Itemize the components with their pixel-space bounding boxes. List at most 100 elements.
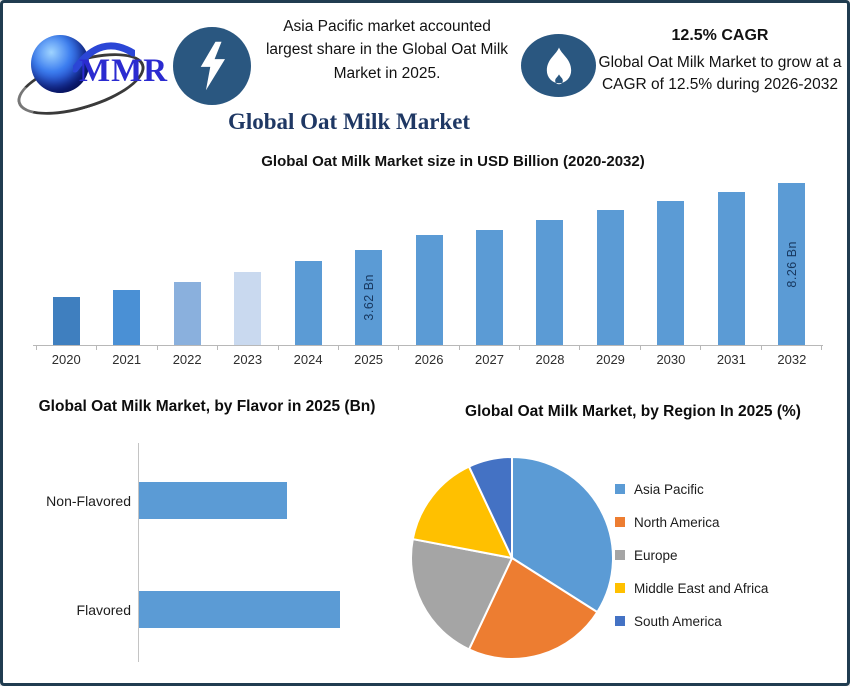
mmr-logo: MMR	[10, 13, 173, 128]
lightning-icon	[200, 41, 225, 91]
legend-label-europe: Europe	[634, 547, 678, 563]
headline-text: Asia Pacific market accounted largest sh…	[265, 18, 509, 82]
bar-chart-title: Global Oat Milk Market size in USD Billi…	[261, 153, 645, 170]
pie-legend: Asia Pacific North America Europe Middle Ea…	[615, 479, 768, 644]
axis-label-2020: 2020	[51, 352, 81, 367]
axis-tick-1	[96, 346, 98, 350]
axis-label-2026: 2026	[414, 352, 444, 367]
bar-chart-plot: 3.62 Bn 8.26 Bn	[36, 178, 822, 345]
pie-chart	[410, 455, 614, 660]
bar-2022	[173, 282, 201, 345]
axis-tick-13	[820, 346, 822, 350]
flavor-label-non-flavored: Non-Flavored	[46, 492, 131, 509]
bar-2027	[476, 230, 504, 345]
logo-swoosh-icon	[73, 42, 135, 73]
lightning-badge	[173, 27, 251, 105]
bar-2023	[234, 272, 262, 345]
bar-chart-x-axis	[33, 345, 823, 346]
bar-slot-2026	[399, 178, 459, 345]
axis-tick-7	[458, 346, 460, 350]
axis-label-2030: 2030	[656, 352, 686, 367]
bar-slot-2023	[217, 178, 277, 345]
bar-slot-2028	[520, 178, 580, 345]
legend-marker-asia-pacific	[615, 484, 625, 494]
flavor-row-flavored: Flavored	[9, 555, 389, 664]
legend-item-north-america: North America	[615, 512, 768, 532]
page-title: Global Oat Milk Market	[227, 109, 471, 134]
legend-marker-south-america	[615, 616, 625, 626]
axis-tick-0	[36, 346, 37, 350]
axis-label-2022: 2022	[172, 352, 202, 367]
legend-marker-north-america	[615, 517, 625, 527]
bar-value-label-2032: 8.26 Bn	[784, 240, 799, 288]
bar-slot-2031	[701, 178, 761, 345]
legend-item-south-america: South America	[615, 611, 768, 631]
flame-badge	[521, 34, 596, 97]
bar-2030	[657, 201, 685, 345]
bar-slot-2027	[459, 178, 519, 345]
bar-2028	[536, 220, 564, 345]
legend-label-north-america: North America	[634, 514, 720, 530]
axis-tick-8	[519, 346, 520, 350]
cagr-title: 12.5% CAGR	[671, 27, 769, 44]
flame-icon	[546, 46, 571, 84]
legend-item-europe: Europe	[615, 545, 768, 565]
legend-marker-europe	[615, 550, 625, 560]
legend-label-south-america: South America	[634, 613, 722, 629]
bar-chart-ticks	[36, 346, 822, 350]
axis-tick-3	[217, 346, 219, 350]
logo-text: MMR	[79, 53, 169, 89]
axis-tick-6	[398, 346, 400, 350]
legend-item-middle-east-and-africa: Middle East and Africa	[615, 578, 768, 598]
axis-tick-11	[700, 346, 702, 350]
axis-tick-5	[337, 346, 339, 350]
bar-2032: 8.26 Bn	[778, 183, 806, 345]
axis-label-2023: 2023	[233, 352, 263, 367]
legend-item-asia-pacific: Asia Pacific	[615, 479, 768, 499]
bar-2021	[113, 290, 141, 345]
flavor-chart-plot: Non-Flavored Flavored	[9, 446, 389, 664]
bar-chart-xlabels: 2020 2021 2022 2023 2024 2025 2026 2027 2028 2029…	[36, 352, 822, 367]
bar-2024	[294, 261, 322, 345]
axis-tick-10	[639, 346, 641, 350]
bar-2029	[596, 210, 624, 345]
axis-label-2032: 2032	[777, 352, 807, 367]
bar-slot-2024	[278, 178, 338, 345]
flavor-label-flavored: Flavored	[76, 601, 131, 618]
bar-2031	[717, 192, 745, 345]
flavor-chart-title: Global Oat Milk Market, by Flavor in 202…	[38, 398, 376, 415]
axis-tick-2	[156, 346, 158, 350]
bar-slot-2020	[36, 178, 96, 345]
bar-slot-2032: 8.26 Bn	[762, 178, 822, 345]
axis-label-2028: 2028	[535, 352, 565, 367]
bar-2020	[52, 297, 80, 345]
pie-slice-south-america	[467, 455, 513, 559]
flavor-bar-flavored	[139, 591, 340, 628]
bar-2025: 3.62 Bn	[355, 250, 383, 345]
bar-slot-2025: 3.62 Bn	[338, 178, 398, 345]
axis-tick-12	[760, 346, 762, 350]
axis-tick-4	[277, 346, 279, 350]
axis-label-2025: 2025	[354, 352, 384, 367]
bar-slot-2021	[96, 178, 156, 345]
axis-tick-9	[579, 346, 581, 350]
pie-chart-title: Global Oat Milk Market, by Region In 202…	[465, 403, 801, 420]
axis-label-2021: 2021	[112, 352, 142, 367]
axis-label-2027: 2027	[475, 352, 504, 367]
axis-label-2024: 2024	[293, 352, 323, 367]
bar-2026	[415, 235, 443, 345]
legend-label-asia-pacific: Asia Pacific	[634, 481, 704, 497]
bar-slot-2022	[157, 178, 217, 345]
flavor-bar-non-flavored	[139, 482, 287, 519]
flavor-row-non-flavored: Non-Flavored	[9, 446, 389, 555]
bar-slot-2029	[580, 178, 640, 345]
pie-slice-europe	[410, 537, 514, 651]
legend-label-middle-east-and-africa: Middle East and Africa	[634, 580, 769, 596]
bar-slot-2030	[641, 178, 701, 345]
cagr-body: Global Oat Milk Market to grow at a CAGR…	[598, 54, 842, 94]
flavor-chart-y-axis	[138, 443, 139, 662]
axis-label-2031: 2031	[716, 352, 746, 367]
axis-label-2029: 2029	[595, 352, 625, 367]
bar-value-label-2025: 3.62 Bn	[361, 274, 376, 321]
pie-slice-middle-east-and-africa	[411, 465, 514, 560]
